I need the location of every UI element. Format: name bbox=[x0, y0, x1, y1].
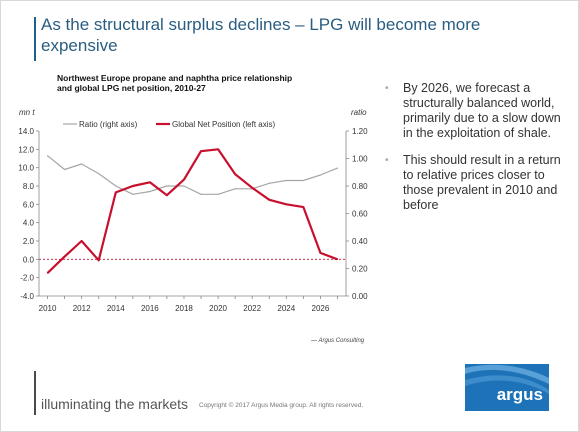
slide-title: As the structural surplus declines – LPG… bbox=[41, 15, 481, 55]
chart-axis-layer: -4.0 -2.0 0.0 2.0 4.0 6.0 8.0 10.0 12.0 14.0 0.00 0… bbox=[18, 127, 368, 313]
net-position-point bbox=[81, 240, 83, 242]
y-right-tick-label: 0.20 bbox=[352, 265, 368, 274]
y-axis-left-label: mn t bbox=[19, 108, 35, 117]
x-tick-label: 2016 bbox=[141, 304, 159, 313]
bullet-dot-icon: • bbox=[385, 155, 389, 166]
legend-label: Global Net Position (left axis) bbox=[172, 120, 275, 129]
y-left-tick-label: 10.0 bbox=[18, 164, 34, 173]
ratio-point bbox=[98, 173, 100, 175]
ratio-point bbox=[132, 193, 134, 195]
footer-tagline: illuminating the markets bbox=[41, 396, 189, 412]
net-position-point bbox=[268, 199, 270, 201]
x-tick-label: 2010 bbox=[39, 304, 57, 313]
ratio-point bbox=[302, 179, 304, 182]
y-left-tick-label: 12.0 bbox=[18, 145, 34, 154]
ratio-point bbox=[81, 163, 83, 165]
ratio-point bbox=[336, 167, 339, 169]
ratio-point bbox=[268, 182, 270, 184]
ratio-point bbox=[217, 193, 219, 195]
bullet-item: • By 2026, we forecast a structurally ba… bbox=[383, 81, 563, 141]
series-line-ratio bbox=[47, 155, 338, 195]
ratio-point bbox=[149, 190, 151, 193]
ratio-point bbox=[166, 185, 168, 187]
net-position-point bbox=[336, 258, 339, 260]
net-position-point bbox=[234, 173, 236, 175]
y-left-tick-label: -2.0 bbox=[20, 274, 34, 283]
chart-source-note: — Argus Consulting bbox=[310, 338, 365, 344]
x-tick-label: 2022 bbox=[243, 304, 261, 313]
chart-legend-layer: Ratio (right axis) Global Net Position (l… bbox=[63, 120, 275, 129]
bullet-item: • This should result in a return to rela… bbox=[383, 153, 563, 213]
bullet-list: • By 2026, we forecast a structurally ba… bbox=[383, 81, 563, 225]
net-position-point bbox=[46, 272, 49, 274]
y-left-tick-label: 6.0 bbox=[23, 200, 35, 209]
logo-text: argus bbox=[496, 385, 543, 404]
net-position-point bbox=[251, 187, 253, 189]
y-right-tick-label: 0.40 bbox=[352, 237, 368, 246]
x-tick-label: 2024 bbox=[277, 304, 295, 313]
y-left-tick-label: 14.0 bbox=[18, 127, 34, 136]
ratio-point bbox=[319, 174, 322, 176]
chart-title: Northwest Europe propane and naphtha pri… bbox=[57, 73, 293, 93]
series-line-net-position bbox=[46, 148, 338, 274]
y-right-tick-label: 0.60 bbox=[352, 210, 368, 219]
y-right-tick-label: 1.00 bbox=[352, 155, 368, 164]
net-position-point bbox=[115, 191, 117, 194]
net-position-point bbox=[200, 150, 202, 152]
net-position-point bbox=[63, 255, 66, 258]
y-left-tick-label: 8.0 bbox=[23, 182, 35, 191]
footer-accent-bar bbox=[34, 371, 36, 415]
x-tick-label: 2012 bbox=[73, 304, 91, 313]
ratio-point bbox=[183, 185, 185, 187]
net-position-point bbox=[166, 194, 168, 196]
ratio-point bbox=[234, 188, 236, 190]
net-position-point bbox=[217, 148, 219, 150]
legend-label: Ratio (right axis) bbox=[79, 120, 138, 129]
ratio-point bbox=[285, 179, 287, 182]
y-right-tick-label: 1.20 bbox=[352, 127, 368, 136]
bullet-dot-icon: • bbox=[385, 83, 389, 94]
net-position-point bbox=[183, 178, 185, 181]
y-right-tick-label: 0.00 bbox=[352, 292, 368, 301]
y-left-tick-label: 2.0 bbox=[23, 237, 35, 246]
net-position-point bbox=[98, 259, 100, 261]
logo-swoosh-icon bbox=[465, 364, 549, 394]
net-position-point bbox=[285, 203, 287, 205]
y-axis-right-label: ratio bbox=[351, 108, 367, 117]
x-tick-label: 2020 bbox=[209, 304, 227, 313]
ratio-point bbox=[200, 193, 202, 195]
ratio-point bbox=[63, 168, 66, 171]
y-right-tick-label: 0.80 bbox=[352, 182, 368, 191]
x-tick-label: 2018 bbox=[175, 304, 193, 313]
copyright-notice: Copyright © 2017 Argus Media group. All … bbox=[199, 402, 364, 409]
bullet-text: This should result in a return to relati… bbox=[403, 153, 561, 212]
ratio-point bbox=[46, 155, 49, 157]
argus-logo: argus bbox=[465, 364, 549, 411]
bullet-text: By 2026, we forecast a structurally bala… bbox=[403, 81, 561, 140]
y-left-tick-label: -4.0 bbox=[20, 292, 34, 301]
net-position-point bbox=[149, 181, 151, 183]
net-position-point bbox=[132, 185, 134, 187]
net-position-point bbox=[319, 252, 322, 254]
y-left-tick-label: 4.0 bbox=[23, 219, 35, 228]
ratio-point bbox=[115, 185, 117, 187]
y-left-tick-label: 0.0 bbox=[23, 255, 35, 264]
x-tick-label: 2014 bbox=[107, 304, 125, 313]
x-tick-label: 2026 bbox=[312, 304, 330, 313]
chart-series-layer bbox=[46, 148, 339, 274]
title-accent-bar bbox=[34, 17, 36, 61]
net-position-point bbox=[302, 206, 304, 208]
